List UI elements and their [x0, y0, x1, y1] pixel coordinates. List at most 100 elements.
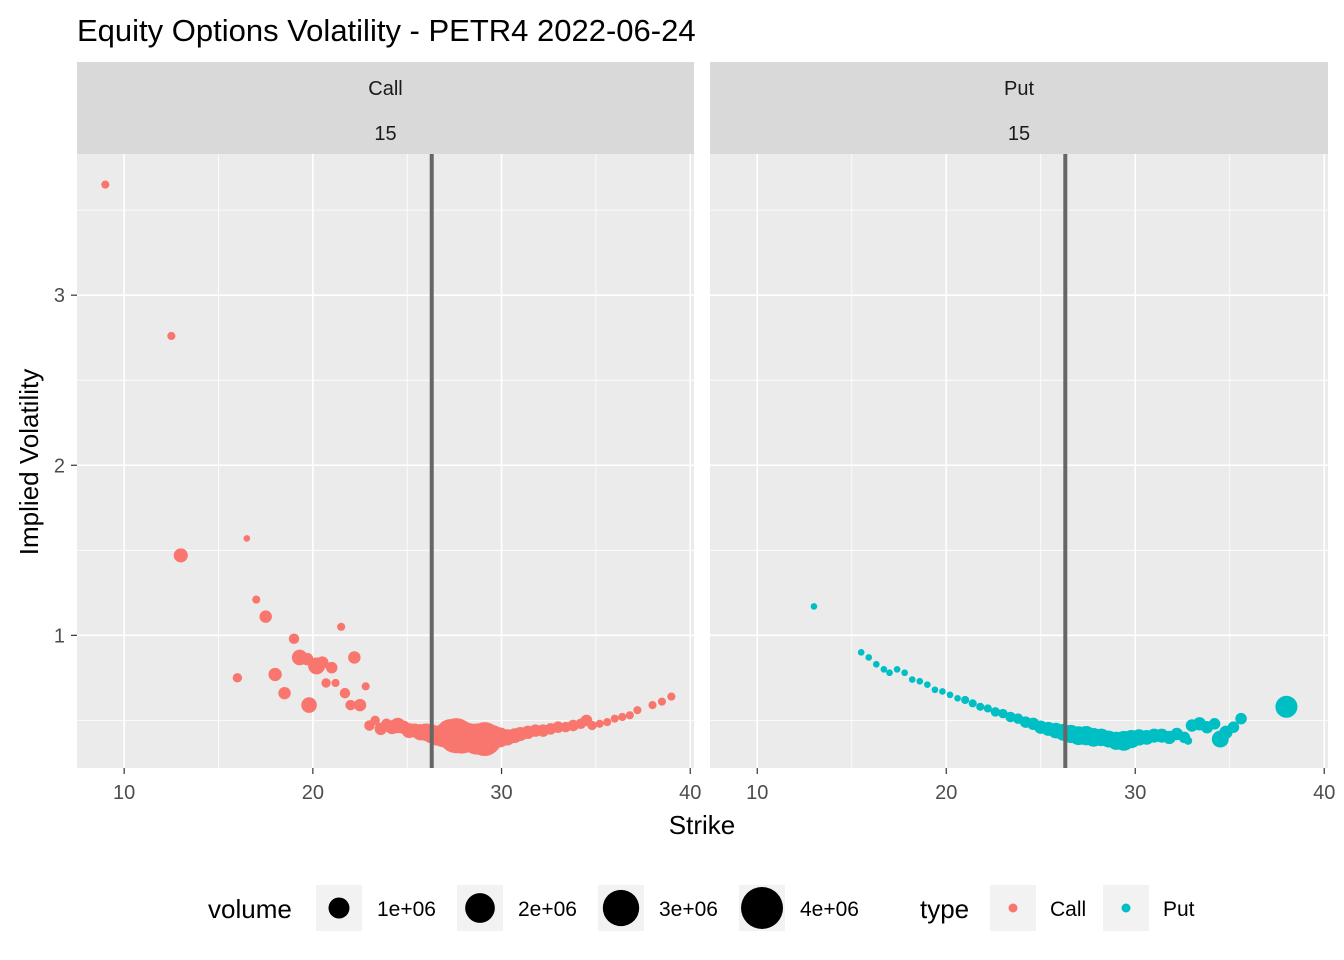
data-point-call — [407, 723, 422, 738]
legend-size-label: 1e+06 — [377, 898, 436, 921]
x-tick-label: 20 — [935, 782, 957, 804]
data-point-call — [587, 720, 597, 731]
data-point-put — [1227, 721, 1240, 733]
y-tick-label: 1 — [54, 625, 65, 647]
legend-size-label: 4e+06 — [800, 898, 859, 921]
data-point-put — [901, 669, 908, 677]
legend-size-keys: 1e+06 2e+06 3e+06 4e+06 — [316, 885, 859, 931]
data-point-put — [990, 707, 1001, 717]
legend-color-label: Put — [1163, 898, 1195, 921]
y-axis: 1 2 3 — [54, 285, 77, 647]
legend-size-key-dot — [741, 887, 783, 929]
data-point-put — [810, 603, 818, 610]
data-point-call — [370, 715, 380, 726]
plot-panel-background — [710, 154, 1328, 768]
legend-color-label: Call — [1050, 898, 1086, 921]
facet-strip-sublabel: 15 — [374, 123, 396, 145]
data-point-call — [300, 652, 314, 666]
facet-panel-put: Put 15 10 20 30 40 — [710, 62, 1335, 804]
plot-panel-background — [77, 154, 694, 768]
data-point-put — [893, 666, 901, 673]
x-tick-label: 40 — [1313, 782, 1335, 804]
data-point-put — [872, 660, 880, 668]
data-point-call — [575, 718, 587, 730]
data-point-put — [886, 669, 893, 677]
data-point-put — [954, 694, 961, 702]
data-point-put — [998, 708, 1008, 719]
data-point-call — [337, 622, 346, 631]
x-tick-label: 30 — [1124, 782, 1146, 804]
data-point-call — [101, 180, 110, 189]
data-point-call — [618, 712, 627, 722]
data-point-put — [968, 699, 977, 708]
data-point-call — [595, 719, 604, 728]
data-point-put — [1100, 730, 1118, 748]
data-point-call — [321, 678, 331, 688]
x-tick-label: 10 — [746, 782, 768, 804]
data-point-put — [1184, 736, 1193, 745]
data-point-put — [1208, 718, 1221, 730]
data-point-call — [348, 651, 361, 664]
data-point-call — [331, 678, 340, 688]
data-point-call — [455, 723, 484, 752]
data-point-put — [1235, 712, 1247, 725]
data-point-put — [908, 676, 916, 683]
data-point-call — [625, 711, 634, 720]
x-tick-label: 20 — [302, 782, 324, 804]
chart-title: Equity Options Volatility - PETR4 2022-0… — [77, 13, 696, 48]
data-point-put — [880, 666, 888, 673]
data-point-call — [633, 706, 642, 715]
data-point-put — [976, 702, 985, 711]
data-point-call — [648, 701, 657, 710]
facet-strip — [710, 62, 1328, 154]
data-point-call — [316, 656, 329, 669]
data-point-call — [345, 699, 356, 711]
data-point-put — [924, 681, 931, 688]
facet-strip-label: Call — [368, 78, 402, 100]
legend-color-key-dot — [1121, 903, 1131, 913]
y-tick-label: 2 — [54, 455, 65, 477]
data-point-call — [610, 714, 619, 723]
facet-panels: Call 15 10 20 30 40 Put 15 10 20 30 40 — [77, 62, 1335, 804]
legend-size-label: 2e+06 — [518, 898, 577, 921]
data-point-call — [278, 686, 291, 700]
data-point-call — [657, 697, 666, 706]
data-point-put — [916, 677, 924, 685]
data-point-call — [301, 697, 317, 713]
data-point-call — [603, 718, 612, 727]
data-point-call — [268, 667, 282, 682]
data-point-call — [353, 698, 367, 712]
legend-color-keys: Call Put — [990, 885, 1195, 931]
data-point-call — [252, 595, 261, 604]
data-point-call — [361, 682, 370, 691]
data-point-put — [931, 686, 939, 694]
data-point-put — [1275, 695, 1298, 718]
facet-panel-call: Call 15 10 20 30 40 — [77, 62, 701, 804]
legend-size-key-dot — [328, 897, 350, 919]
x-tick-label: 10 — [113, 782, 135, 804]
data-point-put — [961, 695, 970, 705]
x-tick-label: 40 — [679, 782, 701, 804]
facet-strip-label: Put — [1004, 78, 1034, 100]
data-point-call — [243, 535, 251, 542]
data-point-call — [396, 720, 411, 734]
data-point-call — [339, 687, 351, 699]
facet-strip — [77, 62, 694, 154]
legend-size-title: volume — [208, 894, 292, 924]
legend-size-label: 3e+06 — [659, 898, 718, 921]
x-tick-label: 30 — [490, 782, 512, 804]
data-point-put — [939, 688, 946, 695]
data-point-put — [946, 691, 954, 699]
x-axis-title: Strike — [669, 810, 735, 840]
data-point-put — [983, 704, 992, 713]
data-point-call — [167, 331, 176, 341]
data-point-put — [1012, 713, 1024, 724]
data-point-call — [173, 548, 188, 563]
legend-color-key-dot — [1008, 903, 1018, 913]
data-point-put — [1185, 719, 1199, 732]
legend: volume 1e+06 2e+06 3e+06 4e+06 type Call Put — [208, 885, 1195, 931]
data-point-put — [865, 654, 873, 661]
y-tick-label: 3 — [54, 285, 65, 307]
data-point-call — [259, 610, 272, 623]
